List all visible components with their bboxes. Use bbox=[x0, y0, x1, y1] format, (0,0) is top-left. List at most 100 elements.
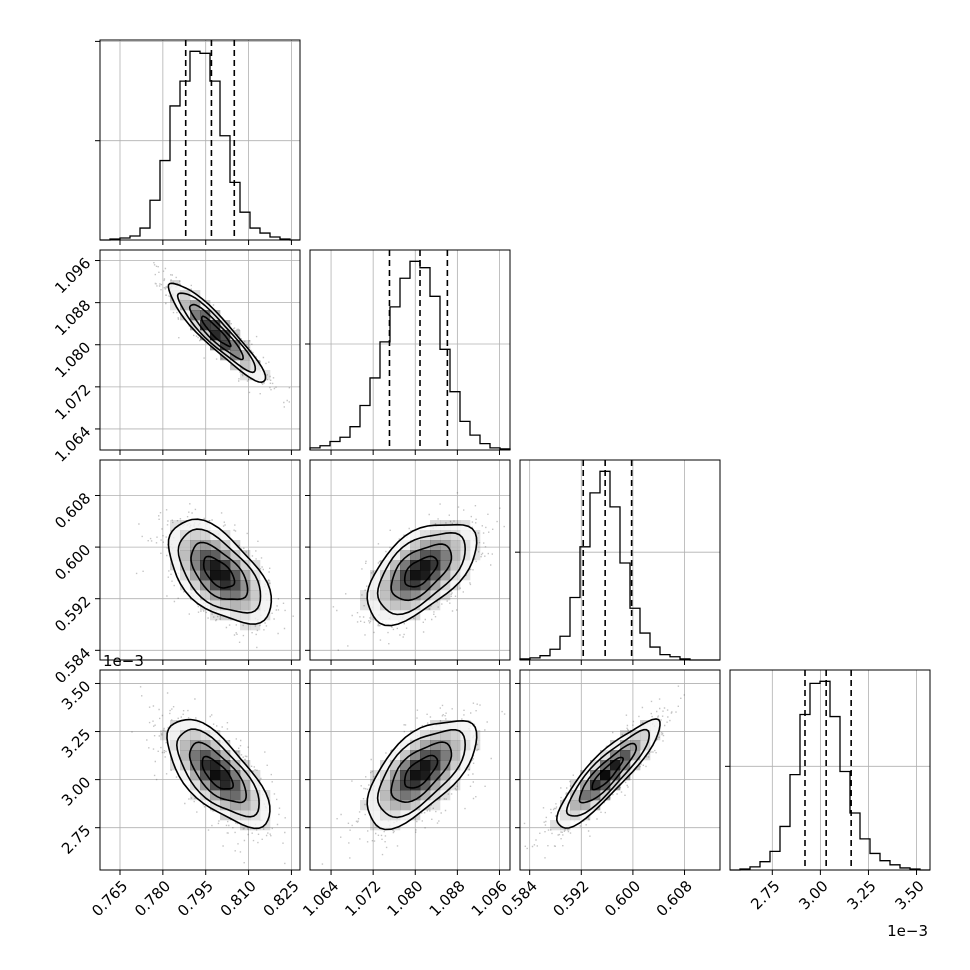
x-tick-label: 0.608 bbox=[653, 877, 696, 920]
density-cell bbox=[410, 760, 421, 771]
density-cell bbox=[190, 750, 201, 761]
density-cell bbox=[230, 810, 241, 821]
density-cell bbox=[380, 790, 391, 801]
panel-frame bbox=[519, 459, 721, 661]
density-cell bbox=[410, 800, 421, 811]
density-cell bbox=[630, 730, 641, 741]
density-cell bbox=[610, 760, 621, 771]
density-cell bbox=[410, 750, 421, 761]
x-tick-label: 3.00 bbox=[795, 877, 831, 913]
density-cell bbox=[430, 770, 441, 781]
density-cell bbox=[200, 570, 211, 581]
density-cell bbox=[220, 750, 231, 761]
density-cell bbox=[400, 760, 411, 771]
density-cell bbox=[360, 800, 371, 811]
density-cell bbox=[450, 740, 461, 751]
density-cell bbox=[400, 790, 411, 801]
contour-line bbox=[555, 718, 661, 829]
x-tick-label: 3.50 bbox=[892, 877, 928, 913]
density-cell bbox=[430, 750, 441, 761]
density-cell bbox=[420, 730, 431, 741]
panel-frame bbox=[99, 669, 301, 871]
density-cell bbox=[420, 580, 431, 591]
density-cell bbox=[230, 610, 241, 621]
density-cell bbox=[240, 570, 251, 581]
density-cell bbox=[430, 730, 441, 741]
density-cell bbox=[380, 810, 391, 821]
density-cell bbox=[580, 790, 591, 801]
density-cell bbox=[440, 530, 451, 541]
density-cell bbox=[450, 550, 461, 561]
density-cell bbox=[430, 590, 441, 601]
density-cell bbox=[430, 780, 441, 791]
density-cell bbox=[380, 590, 391, 601]
density-cell bbox=[550, 820, 561, 831]
density-cell bbox=[180, 290, 191, 301]
density-cell bbox=[180, 750, 191, 761]
density-cell bbox=[360, 600, 371, 611]
scatter-panel-p1-p2 bbox=[95, 249, 301, 455]
panel-frame bbox=[99, 39, 301, 241]
density-cell bbox=[430, 580, 441, 591]
density-cell bbox=[440, 560, 451, 571]
panel-frame bbox=[309, 669, 511, 871]
density-cell bbox=[210, 750, 221, 761]
density-cell bbox=[230, 800, 241, 811]
density-cell bbox=[590, 790, 601, 801]
density-cell bbox=[190, 550, 201, 561]
density-cell bbox=[220, 570, 231, 581]
density-cell bbox=[450, 530, 461, 541]
density-cell bbox=[600, 760, 611, 771]
density-cell bbox=[160, 730, 171, 741]
density-cell bbox=[430, 560, 441, 571]
density-cell bbox=[180, 740, 191, 751]
density-cell bbox=[190, 320, 201, 331]
density-cell bbox=[200, 590, 211, 601]
density-cell bbox=[210, 560, 221, 571]
density-cell bbox=[420, 560, 431, 571]
density-cell bbox=[190, 570, 201, 581]
x-tick-label: 0.592 bbox=[550, 877, 593, 920]
density-cell bbox=[410, 790, 421, 801]
x-tick-label: 1.072 bbox=[341, 877, 384, 920]
density-cell bbox=[230, 760, 241, 771]
histogram-p2 bbox=[309, 260, 511, 450]
density-cell bbox=[440, 760, 451, 771]
density-cell bbox=[440, 790, 451, 801]
density-cell bbox=[180, 730, 191, 741]
density-cell bbox=[180, 550, 191, 561]
density-cell bbox=[430, 600, 441, 611]
density-cell bbox=[390, 810, 401, 821]
density-cell bbox=[230, 580, 241, 591]
density-cell bbox=[230, 350, 241, 361]
histogram-p4 bbox=[730, 680, 930, 871]
contour-line bbox=[175, 728, 260, 818]
contour-line bbox=[177, 528, 262, 614]
density-cell bbox=[240, 590, 251, 601]
density-cell bbox=[390, 560, 401, 571]
histogram-p1 bbox=[100, 50, 300, 241]
density-cell bbox=[210, 570, 221, 581]
panel-frame bbox=[309, 249, 511, 451]
contour-line bbox=[366, 719, 478, 831]
panel-frame bbox=[729, 669, 931, 871]
density-cell bbox=[380, 570, 391, 581]
hist-panel-p2 bbox=[305, 249, 511, 455]
density-cell bbox=[180, 300, 191, 311]
density-cell bbox=[430, 760, 441, 771]
y-tick-label: 0.584 bbox=[51, 644, 94, 687]
density-cell bbox=[210, 600, 221, 611]
density-cell bbox=[640, 730, 651, 741]
density-cell bbox=[220, 770, 231, 781]
contour-line bbox=[390, 543, 453, 602]
density-cell bbox=[570, 810, 581, 821]
density-cell bbox=[220, 790, 231, 801]
density-cell bbox=[240, 610, 251, 621]
density-cell bbox=[440, 770, 451, 781]
x-tick-label: 1.088 bbox=[426, 877, 469, 920]
density-cell bbox=[210, 590, 221, 601]
x-tick-label: 0.600 bbox=[601, 877, 644, 920]
density-cell bbox=[390, 790, 401, 801]
density-cell bbox=[370, 770, 381, 781]
density-cell bbox=[220, 540, 231, 551]
